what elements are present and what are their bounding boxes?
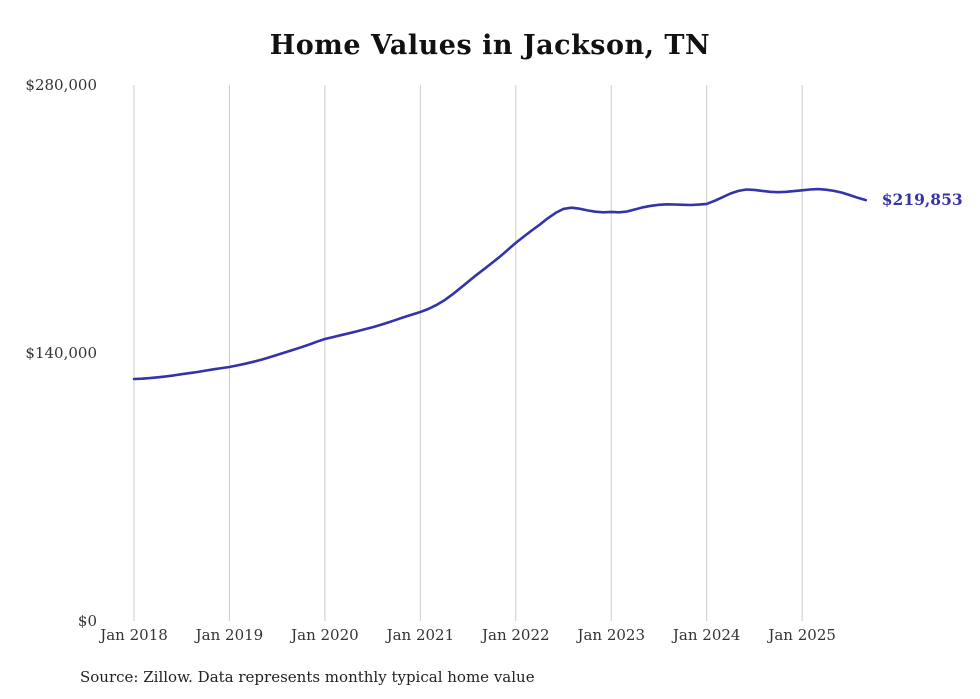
x-axis-tick-label: Jan 2022 xyxy=(480,626,550,644)
chart-title: Home Values in Jackson, TN xyxy=(269,30,711,61)
home-value-line xyxy=(132,187,868,381)
y-axis-tick-label: $280,000 xyxy=(25,76,97,94)
source-note: Source: Zillow. Data represents monthly … xyxy=(80,668,535,686)
x-axis-tick-label: Jan 2020 xyxy=(289,626,359,644)
end-value-label: $219,853 xyxy=(882,190,963,209)
x-axis-tick-label: Jan 2023 xyxy=(575,626,645,644)
y-axis-tick-label: $140,000 xyxy=(25,344,97,362)
x-axis-tick-label: Jan 2021 xyxy=(385,626,455,644)
x-axis-tick-label: Jan 2019 xyxy=(194,626,264,644)
x-axis-tick-label: Jan 2025 xyxy=(766,626,836,644)
x-axis-tick-label: Jan 2018 xyxy=(98,626,168,644)
x-axis-tick-label: Jan 2024 xyxy=(671,626,741,644)
y-axis-tick-label: $0 xyxy=(78,612,97,630)
